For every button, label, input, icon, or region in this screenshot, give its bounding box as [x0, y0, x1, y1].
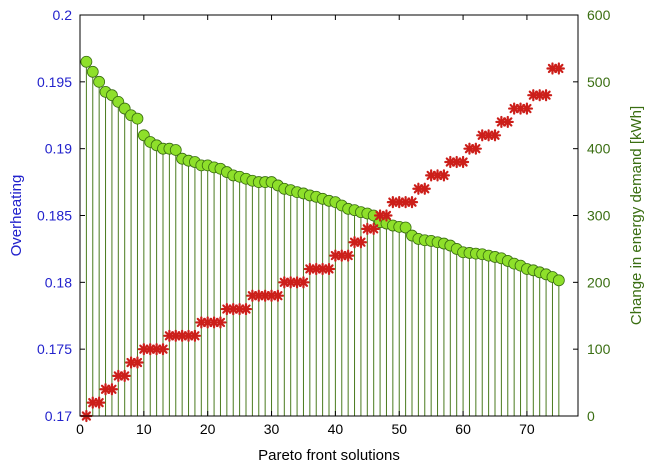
y-right-tick-label: 500 [587, 74, 611, 90]
overheating-point [156, 343, 170, 356]
overheating-point [546, 62, 559, 75]
y-left-tick-label: 0.195 [37, 74, 72, 90]
overheating-point [144, 343, 157, 356]
x-tick-label: 60 [455, 421, 471, 437]
energy-point [552, 274, 565, 287]
energy-point [169, 144, 182, 156]
chart-marks [80, 55, 565, 423]
overheating-point [201, 316, 214, 329]
overheating-point [437, 169, 451, 182]
x-tick-label: 40 [328, 421, 344, 437]
overheating-point [342, 249, 355, 262]
y-left-axis-label: Overheating [8, 175, 25, 257]
y-right-axis-label: Change in energy demand [kWh] [628, 106, 645, 325]
overheating-point [93, 396, 106, 409]
overheating-point [380, 209, 393, 222]
x-tick-label: 50 [391, 421, 407, 437]
overheating-point [188, 329, 202, 342]
x-axis-label: Pareto front solutions [258, 447, 400, 464]
overheating-point [105, 383, 119, 396]
overheating-point [367, 222, 380, 235]
y-left-tick-label: 0.2 [53, 7, 73, 23]
x-tick-label: 10 [136, 421, 152, 437]
x-tick-label: 0 [76, 421, 84, 437]
overheating-point [271, 289, 285, 302]
overheating-point [239, 302, 253, 316]
overheating-point [501, 115, 514, 129]
overheating-point [348, 236, 361, 249]
overheating-point [399, 196, 412, 209]
x-tick-label: 70 [519, 421, 535, 437]
y-left-tick-label: 0.175 [37, 341, 72, 357]
energy-point [131, 112, 144, 125]
overheating-point [214, 316, 227, 329]
overheating-point [124, 356, 138, 369]
energy-point [86, 65, 99, 78]
overheating-point [456, 155, 470, 169]
axes: 0 10 20 30 40 50 60 70 0.17 0.175 0.18 0.185 0.19 0.1… [37, 7, 611, 437]
x-tick-label: 30 [264, 421, 280, 437]
overheating-point [488, 129, 502, 142]
y-right-tick-label: 400 [587, 141, 611, 157]
overheating-point [297, 276, 310, 289]
overheating-point [118, 369, 131, 382]
overheating-point [405, 196, 419, 209]
overheating-point [354, 236, 368, 249]
x-tick-label: 20 [200, 421, 216, 437]
y-left-tick-label: 0.17 [45, 408, 72, 424]
y-right-tick-label: 100 [587, 341, 611, 357]
y-right-tick-label: 600 [587, 7, 611, 23]
overheating-point [131, 356, 144, 369]
overheating-point [137, 343, 150, 356]
y-left-tick-label: 0.18 [45, 274, 72, 290]
overheating-point [316, 262, 329, 276]
y-left-tick-label: 0.19 [45, 141, 72, 157]
energy-point [80, 55, 93, 68]
energy-point [399, 221, 412, 234]
overheating-point [539, 89, 553, 102]
stem-lines [85, 61, 560, 416]
overheating-point [495, 115, 508, 129]
overheating-point [469, 142, 482, 155]
overheating-point [233, 302, 246, 316]
overheating-point [552, 62, 565, 75]
overheating-point [322, 262, 336, 276]
overheating-point [195, 316, 208, 329]
overheating-point [476, 129, 489, 142]
y-right-tick-label: 200 [587, 274, 611, 290]
overheating-point [520, 102, 534, 115]
y-right-tick-label: 300 [587, 208, 611, 224]
y-left-tick-label: 0.185 [37, 208, 72, 224]
energy-point [93, 75, 106, 88]
y-right-tick-label: 0 [587, 408, 595, 424]
overheating-point [418, 182, 431, 195]
